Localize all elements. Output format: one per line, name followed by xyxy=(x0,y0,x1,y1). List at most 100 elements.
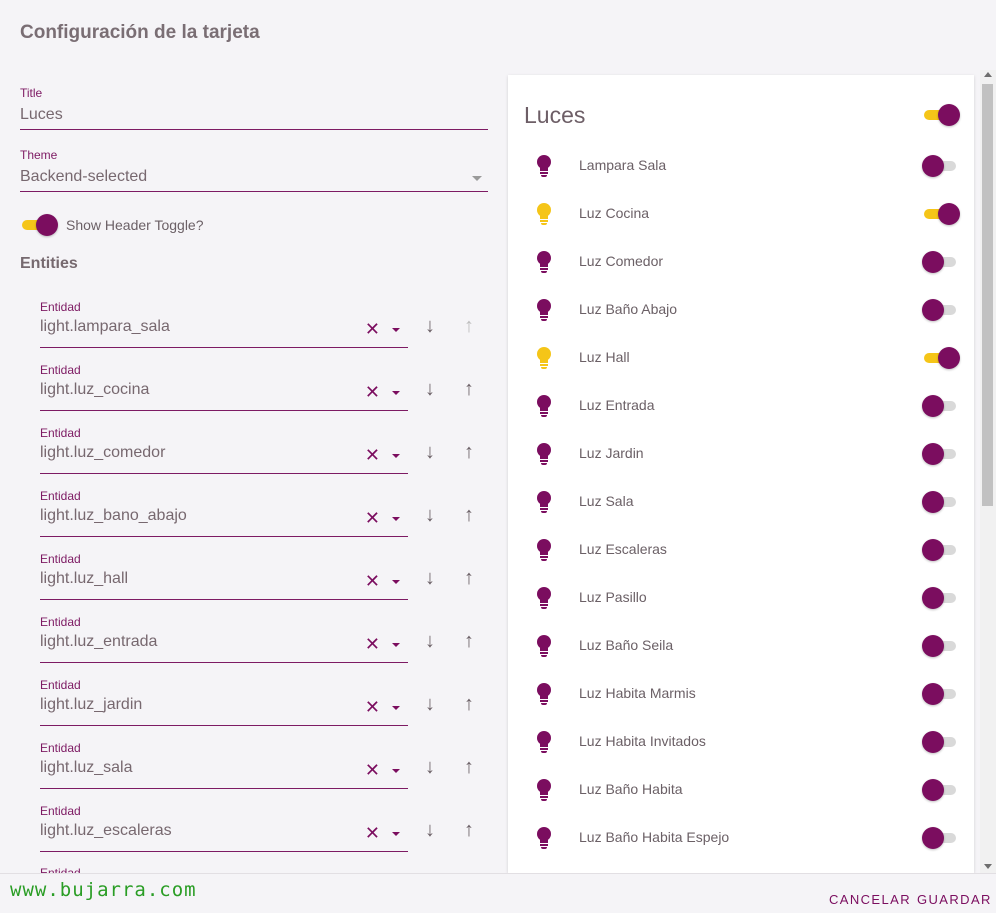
lightbulb-icon[interactable] xyxy=(536,491,552,513)
lightbulb-icon[interactable] xyxy=(536,635,552,657)
clear-icon[interactable]: ✕ xyxy=(364,571,380,591)
clear-icon[interactable]: ✕ xyxy=(364,508,380,528)
scroll-down-arrow-icon[interactable] xyxy=(984,864,992,869)
lightbulb-icon[interactable] xyxy=(536,827,552,849)
move-down-arrow-icon[interactable]: ↓ xyxy=(425,567,435,589)
dropdown-caret-icon[interactable] xyxy=(392,832,400,836)
move-down-arrow-icon[interactable]: ↓ xyxy=(425,504,435,526)
light-toggle[interactable] xyxy=(922,155,958,177)
light-name: Luz Hall xyxy=(579,349,630,365)
entity-picker[interactable]: Entidad light.luz_escaleras ✕ xyxy=(40,802,408,852)
move-down-arrow-icon[interactable]: ↓ xyxy=(425,819,435,841)
move-down-arrow-icon[interactable]: ↓ xyxy=(425,441,435,463)
move-down-arrow-icon[interactable]: ↓ xyxy=(425,378,435,400)
move-up-arrow-icon[interactable]: ↑ xyxy=(464,441,474,463)
move-down-arrow-icon[interactable]: ↓ xyxy=(425,756,435,778)
entity-picker[interactable]: Entidad light.luz_comedor ✕ xyxy=(40,424,408,474)
light-toggle[interactable] xyxy=(922,299,958,321)
lightbulb-icon[interactable] xyxy=(536,251,552,273)
clear-icon[interactable]: ✕ xyxy=(364,760,380,780)
move-up-arrow-icon[interactable]: ↑ xyxy=(464,756,474,778)
lightbulb-icon[interactable] xyxy=(536,779,552,801)
light-toggle[interactable] xyxy=(922,683,958,705)
light-toggle[interactable] xyxy=(922,203,960,225)
dropdown-caret-icon[interactable] xyxy=(392,391,400,395)
lightbulb-icon[interactable] xyxy=(536,539,552,561)
move-down-arrow-icon[interactable]: ↓ xyxy=(425,630,435,652)
title-field[interactable]: Title Luces xyxy=(20,80,488,130)
dropdown-caret-icon[interactable] xyxy=(392,454,400,458)
card-header-toggle[interactable] xyxy=(922,104,960,126)
scrollbar[interactable] xyxy=(980,70,996,873)
theme-select[interactable]: Theme Backend-selected xyxy=(20,142,488,192)
clear-icon[interactable]: ✕ xyxy=(364,697,380,717)
entity-value[interactable]: light.luz_entrada xyxy=(40,633,158,650)
move-up-arrow-icon[interactable]: ↑ xyxy=(464,693,474,715)
lightbulb-icon[interactable] xyxy=(536,731,552,753)
lightbulb-icon[interactable] xyxy=(536,587,552,609)
cancel-button[interactable]: CANCELAR xyxy=(829,892,911,907)
light-toggle[interactable] xyxy=(922,827,958,849)
move-up-arrow-icon[interactable]: ↑ xyxy=(464,378,474,400)
move-down-arrow-icon[interactable]: ↓ xyxy=(425,693,435,715)
dropdown-caret-icon[interactable] xyxy=(392,769,400,773)
lightbulb-icon[interactable] xyxy=(536,155,552,177)
scroll-thumb[interactable] xyxy=(982,84,993,506)
entity-picker[interactable]: Entidad light.lampara_sala ✕ xyxy=(40,298,408,348)
save-button[interactable]: GUARDAR xyxy=(917,892,992,907)
dropdown-caret-icon[interactable] xyxy=(392,706,400,710)
clear-icon[interactable]: ✕ xyxy=(364,445,380,465)
light-name: Luz Habita Invitados xyxy=(579,733,706,749)
light-toggle[interactable] xyxy=(922,395,958,417)
lightbulb-icon[interactable] xyxy=(536,203,552,225)
move-up-arrow-icon[interactable]: ↑ xyxy=(464,819,474,841)
light-toggle[interactable] xyxy=(922,443,958,465)
entity-picker[interactable]: Entidad light.luz_cocina ✕ xyxy=(40,361,408,411)
lightbulb-icon[interactable] xyxy=(536,395,552,417)
dropdown-caret-icon[interactable] xyxy=(392,643,400,647)
move-up-arrow-icon[interactable]: ↑ xyxy=(464,504,474,526)
lightbulb-icon[interactable] xyxy=(536,443,552,465)
entity-picker[interactable]: Entidad light.luz_hall ✕ xyxy=(40,550,408,600)
entity-value[interactable]: light.lampara_sala xyxy=(40,318,170,335)
dropdown-caret-icon[interactable] xyxy=(392,580,400,584)
light-row: Luz Jardin xyxy=(508,433,974,473)
entity-value[interactable]: light.luz_hall xyxy=(40,570,129,587)
clear-icon[interactable]: ✕ xyxy=(364,823,380,843)
entity-value[interactable]: light.luz_cocina xyxy=(40,381,150,398)
entity-value[interactable]: light.luz_escaleras xyxy=(40,822,172,839)
light-toggle[interactable] xyxy=(922,491,958,513)
lightbulb-icon[interactable] xyxy=(536,299,552,321)
light-toggle[interactable] xyxy=(922,539,958,561)
theme-select-value[interactable]: Backend-selected xyxy=(20,168,148,185)
light-toggle[interactable] xyxy=(922,347,960,369)
clear-icon[interactable]: ✕ xyxy=(364,382,380,402)
entity-value[interactable]: light.luz_comedor xyxy=(40,444,166,461)
move-up-arrow-icon[interactable]: ↑ xyxy=(464,630,474,652)
lightbulb-icon[interactable] xyxy=(536,347,552,369)
entity-picker[interactable]: Entidad light.luz_bano_abajo ✕ xyxy=(40,487,408,537)
light-toggle[interactable] xyxy=(922,587,958,609)
dropdown-caret-icon[interactable] xyxy=(392,517,400,521)
move-down-arrow-icon[interactable]: ↓ xyxy=(425,315,435,337)
scroll-up-arrow-icon[interactable] xyxy=(984,72,992,77)
show-header-toggle[interactable] xyxy=(20,214,58,236)
entity-value[interactable]: light.luz_jardin xyxy=(40,696,143,713)
entity-picker[interactable]: Entidad light.luz_sala ✕ xyxy=(40,739,408,789)
title-field-value[interactable]: Luces xyxy=(20,106,63,123)
light-toggle[interactable] xyxy=(922,731,958,753)
dialog-footer: www.bujarra.com CANCELAR GUARDAR xyxy=(0,873,996,913)
clear-icon[interactable]: ✕ xyxy=(364,319,380,339)
dropdown-caret-icon[interactable] xyxy=(472,176,482,181)
entity-picker[interactable]: Entidad light.luz_jardin ✕ xyxy=(40,676,408,726)
entity-value[interactable]: light.luz_bano_abajo xyxy=(40,507,187,524)
light-toggle[interactable] xyxy=(922,635,958,657)
entity-picker[interactable]: Entidad light.luz_entrada ✕ xyxy=(40,613,408,663)
entity-value[interactable]: light.luz_sala xyxy=(40,759,133,776)
dropdown-caret-icon[interactable] xyxy=(392,328,400,332)
clear-icon[interactable]: ✕ xyxy=(364,634,380,654)
light-toggle[interactable] xyxy=(922,251,958,273)
lightbulb-icon[interactable] xyxy=(536,683,552,705)
light-toggle[interactable] xyxy=(922,779,958,801)
move-up-arrow-icon[interactable]: ↑ xyxy=(464,567,474,589)
